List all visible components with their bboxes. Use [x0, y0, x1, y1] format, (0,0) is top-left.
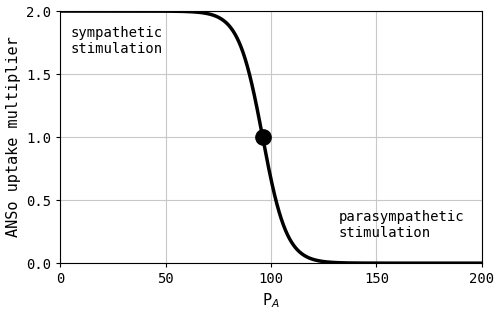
Text: parasympathetic
stimulation: parasympathetic stimulation	[338, 210, 464, 240]
Y-axis label: ANSo uptake multiplier: ANSo uptake multiplier	[6, 37, 20, 238]
X-axis label: P$_A$: P$_A$	[262, 292, 280, 310]
Text: sympathetic
stimulation: sympathetic stimulation	[71, 26, 163, 56]
